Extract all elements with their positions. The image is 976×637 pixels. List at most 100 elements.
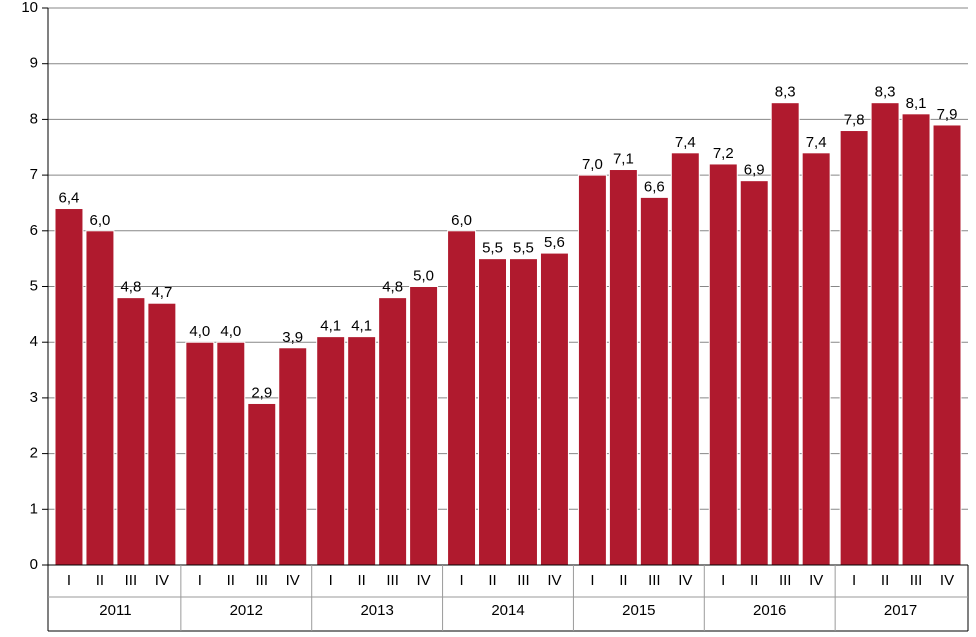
x-quarter-label: II [227,572,235,589]
quarterly-bar-chart: 0123456789106,46,04,84,74,04,02,93,94,14… [0,0,976,637]
bar [55,209,83,565]
bar-value-label: 7,9 [937,106,958,123]
x-quarter-label: I [67,572,71,589]
bar-value-label: 7,1 [613,151,634,168]
y-tick-label: 0 [30,556,38,573]
bar-value-label: 7,4 [675,134,696,151]
bar-value-label: 5,6 [544,234,565,251]
x-quarter-label: III [517,572,530,589]
bar-value-label: 4,7 [151,284,172,301]
bar [933,125,961,565]
y-tick-label: 5 [30,277,38,294]
bar [902,114,930,565]
bar-value-label: 6,0 [451,212,472,229]
bar-value-label: 4,8 [120,279,141,296]
bar [317,337,345,565]
bar [348,337,376,565]
bar [640,197,668,565]
bar-value-label: 8,1 [906,95,927,112]
bar-value-label: 8,3 [875,84,896,101]
y-tick-label: 1 [30,500,38,517]
bar [840,131,868,565]
x-year-label: 2012 [230,602,263,619]
x-quarter-label: III [256,572,269,589]
x-quarter-label: III [779,572,792,589]
x-quarter-label: III [648,572,661,589]
bar-value-label: 3,9 [282,329,303,346]
bar [379,298,407,565]
bar [117,298,145,565]
bar [740,181,768,565]
bar [802,153,830,565]
bar-value-label: 7,2 [713,145,734,162]
bar [671,153,699,565]
x-quarter-label: II [357,572,365,589]
bar [540,253,568,565]
y-tick-label: 3 [30,389,38,406]
bar-value-label: 4,8 [382,279,403,296]
x-year-label: 2017 [884,602,917,619]
bar [771,103,799,565]
bar-value-label: 5,5 [482,240,503,257]
bar-value-label: 4,0 [189,323,210,340]
bar-value-label: 6,6 [644,178,665,195]
bar-value-label: 6,4 [59,190,80,207]
bar-value-label: 6,9 [744,162,765,179]
x-quarter-label: III [386,572,399,589]
x-quarter-label: IV [678,572,692,589]
x-quarter-label: II [96,572,104,589]
bar [578,175,606,565]
x-quarter-label: I [198,572,202,589]
x-quarter-label: IV [416,572,430,589]
bar-value-label: 7,0 [582,156,603,173]
x-quarter-label: III [125,572,138,589]
bar [186,342,214,565]
y-tick-label: 9 [30,55,38,72]
x-year-label: 2011 [99,602,131,619]
x-quarter-label: II [881,572,889,589]
x-quarter-label: IV [286,572,300,589]
x-quarter-label: III [910,572,923,589]
x-quarter-label: IV [940,572,954,589]
y-tick-label: 10 [21,0,38,16]
x-quarter-label: II [488,572,496,589]
bar-value-label: 2,9 [251,384,272,401]
bar [510,259,538,565]
bar-value-label: 8,3 [775,84,796,101]
x-year-label: 2013 [360,602,393,619]
bar-value-label: 7,4 [806,134,827,151]
y-tick-label: 8 [30,110,38,127]
bar [609,170,637,565]
x-year-label: 2014 [491,602,524,619]
bar [86,231,114,565]
x-quarter-label: I [459,572,463,589]
x-quarter-label: IV [547,572,561,589]
x-quarter-label: I [590,572,594,589]
chart-svg: 0123456789106,46,04,84,74,04,02,93,94,14… [0,0,976,637]
x-quarter-label: II [619,572,627,589]
bar [217,342,245,565]
bar-value-label: 5,5 [513,240,534,257]
bar-value-label: 7,8 [844,112,865,129]
y-tick-label: 2 [30,445,38,462]
x-quarter-label: II [750,572,758,589]
bar-value-label: 4,0 [220,323,241,340]
x-quarter-label: IV [809,572,823,589]
y-tick-label: 4 [30,333,38,350]
x-quarter-label: IV [155,572,169,589]
x-quarter-label: I [852,572,856,589]
bar [709,164,737,565]
y-tick-label: 6 [30,222,38,239]
bar [448,231,476,565]
bar-value-label: 4,1 [320,318,341,335]
bar-value-label: 6,0 [90,212,111,229]
x-quarter-label: I [721,572,725,589]
bar [410,287,438,566]
bar [148,303,176,565]
x-year-label: 2016 [753,602,786,619]
x-quarter-label: I [329,572,333,589]
bar-value-label: 4,1 [351,318,372,335]
bar [248,403,276,565]
bar [479,259,507,565]
bar [871,103,899,565]
